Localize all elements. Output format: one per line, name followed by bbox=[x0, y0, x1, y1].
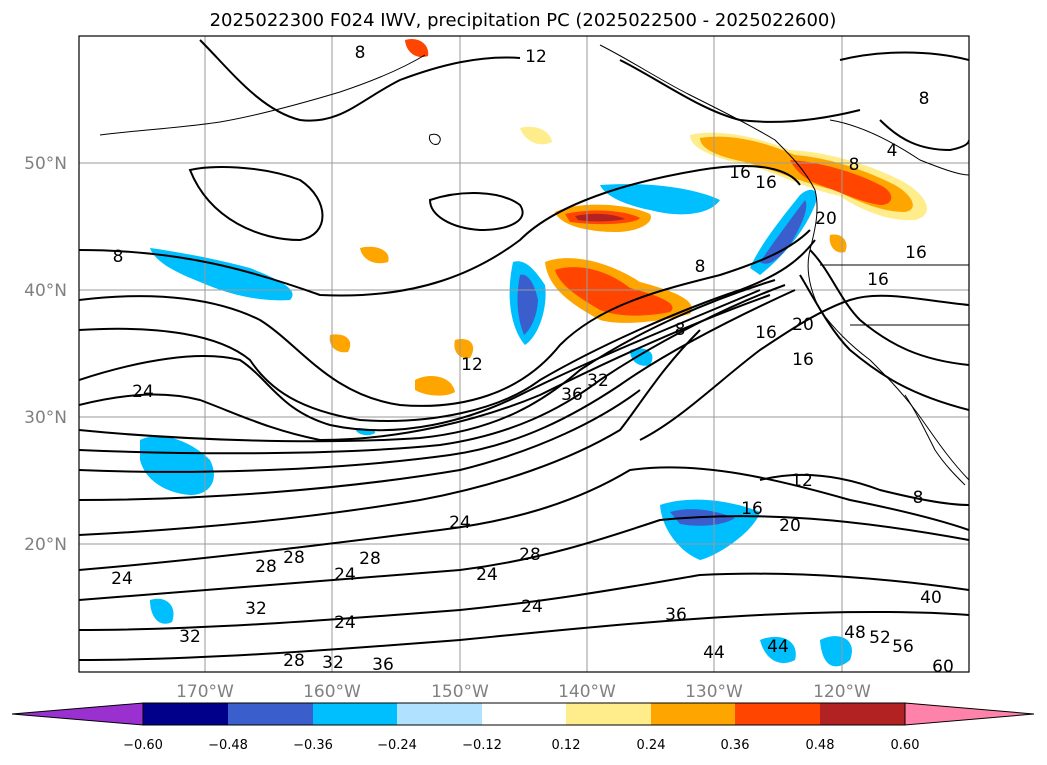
lat-label: 40°N bbox=[24, 281, 67, 301]
colorbar-tick: −0.60 bbox=[123, 738, 163, 753]
contour-label: 28 bbox=[255, 557, 277, 577]
iwv-contours bbox=[79, 39, 969, 661]
contour-label: 60 bbox=[932, 657, 954, 677]
contour-label: 28 bbox=[359, 549, 381, 569]
contour-label: 12 bbox=[791, 471, 813, 491]
contour-label: 36 bbox=[665, 605, 687, 625]
colorbar-bin bbox=[313, 703, 397, 725]
contour-label: 56 bbox=[892, 637, 914, 657]
colorbar-bin bbox=[482, 703, 566, 725]
contour-label: 8 bbox=[113, 247, 124, 267]
graticule bbox=[79, 36, 969, 672]
colorbar-over-arrow bbox=[904, 702, 1035, 726]
lon-label: 130°W bbox=[685, 682, 743, 702]
lon-label: 150°W bbox=[431, 682, 489, 702]
colorbar-tick: 0.24 bbox=[637, 738, 666, 753]
colorbar-bin bbox=[820, 703, 905, 725]
contour-label: 8 bbox=[919, 89, 930, 109]
lon-label: 160°W bbox=[303, 682, 361, 702]
colorbar-bin bbox=[228, 703, 313, 725]
contour-label: 32 bbox=[179, 627, 201, 647]
contour-label: 16 bbox=[755, 323, 777, 343]
lon-label: 140°W bbox=[558, 682, 616, 702]
contour-label: 12 bbox=[461, 355, 483, 375]
contour-label: 32 bbox=[245, 599, 267, 619]
map-panel: 12 8 8 4 16 16 8 20 8 16 16 20 16 24 12 … bbox=[79, 36, 969, 677]
contour-label: 28 bbox=[519, 545, 541, 565]
contour-label: 8 bbox=[675, 320, 686, 340]
lon-label: 120°W bbox=[813, 682, 871, 702]
colorbar-bin bbox=[566, 703, 651, 725]
colorbar-tick: −0.24 bbox=[377, 738, 417, 753]
lat-label: 30°N bbox=[24, 408, 67, 428]
colorbar: −0.60 −0.48 −0.36 −0.24 −0.12 0.12 0.24 … bbox=[11, 702, 1035, 753]
longitude-labels: 170°W 160°W 150°W 140°W 130°W 120°W bbox=[176, 682, 871, 702]
contour-label: 28 bbox=[283, 548, 305, 568]
colorbar-tick: 0.60 bbox=[891, 738, 920, 753]
contour-label: 36 bbox=[372, 655, 394, 675]
contour-label: 24 bbox=[334, 565, 356, 585]
contour-label: 16 bbox=[729, 163, 751, 183]
contour-label: 32 bbox=[587, 371, 609, 391]
colorbar-bin bbox=[651, 703, 735, 725]
colorbar-tick: 0.48 bbox=[806, 738, 835, 753]
contour-label: 32 bbox=[322, 653, 344, 673]
colorbar-tick: 0.36 bbox=[721, 738, 750, 753]
colorbar-bin bbox=[397, 703, 482, 725]
contour-label: 24 bbox=[111, 569, 133, 589]
contour-label: 8 bbox=[913, 488, 924, 508]
contour-label: 20 bbox=[815, 209, 837, 229]
contour-label: 16 bbox=[741, 499, 763, 519]
contour-label: 8 bbox=[695, 257, 706, 277]
colorbar-under-arrow bbox=[11, 702, 144, 726]
contour-labels: 12 8 8 4 16 16 8 20 8 16 16 20 16 24 12 … bbox=[111, 43, 954, 677]
lat-label: 20°N bbox=[24, 535, 67, 555]
lon-label: 170°W bbox=[176, 682, 234, 702]
contour-label: 20 bbox=[792, 315, 814, 335]
contour-label: 8 bbox=[355, 43, 366, 63]
contour-label: 24 bbox=[132, 382, 154, 402]
contour-label: 16 bbox=[867, 270, 889, 290]
colorbar-tick: −0.48 bbox=[208, 738, 248, 753]
latitude-labels: 50°N 40°N 30°N 20°N bbox=[24, 154, 67, 555]
lat-label: 50°N bbox=[24, 154, 67, 174]
coastlines bbox=[99, 44, 969, 486]
colorbar-tick: −0.12 bbox=[462, 738, 502, 753]
contour-label: 24 bbox=[334, 613, 356, 633]
map-title: 2025022300 F024 IWV, precipitation PC (2… bbox=[210, 10, 837, 31]
contour-label: 12 bbox=[525, 47, 547, 67]
contour-label: 48 bbox=[844, 623, 866, 643]
contour-label: 52 bbox=[869, 628, 891, 648]
contour-label: 8 bbox=[849, 155, 860, 175]
contour-label: 28 bbox=[283, 651, 305, 671]
contour-label: 24 bbox=[521, 597, 543, 617]
colorbar-bin bbox=[735, 703, 820, 725]
colorbar-tick: −0.36 bbox=[293, 738, 333, 753]
contour-label: 20 bbox=[779, 516, 801, 536]
contour-label: 16 bbox=[905, 243, 927, 263]
contour-label: 4 bbox=[887, 141, 898, 161]
contour-label: 24 bbox=[476, 565, 498, 585]
contour-label: 16 bbox=[755, 173, 777, 193]
colorbar-bin bbox=[143, 703, 228, 725]
contour-label: 44 bbox=[703, 643, 725, 663]
contour-label: 44 bbox=[767, 637, 789, 657]
contour-label: 16 bbox=[792, 350, 814, 370]
map-frame bbox=[78, 35, 970, 673]
contour-label: 24 bbox=[449, 513, 471, 533]
colorbar-tick: 0.12 bbox=[552, 738, 581, 753]
contour-label: 40 bbox=[920, 588, 942, 608]
contour-label: 36 bbox=[561, 385, 583, 405]
